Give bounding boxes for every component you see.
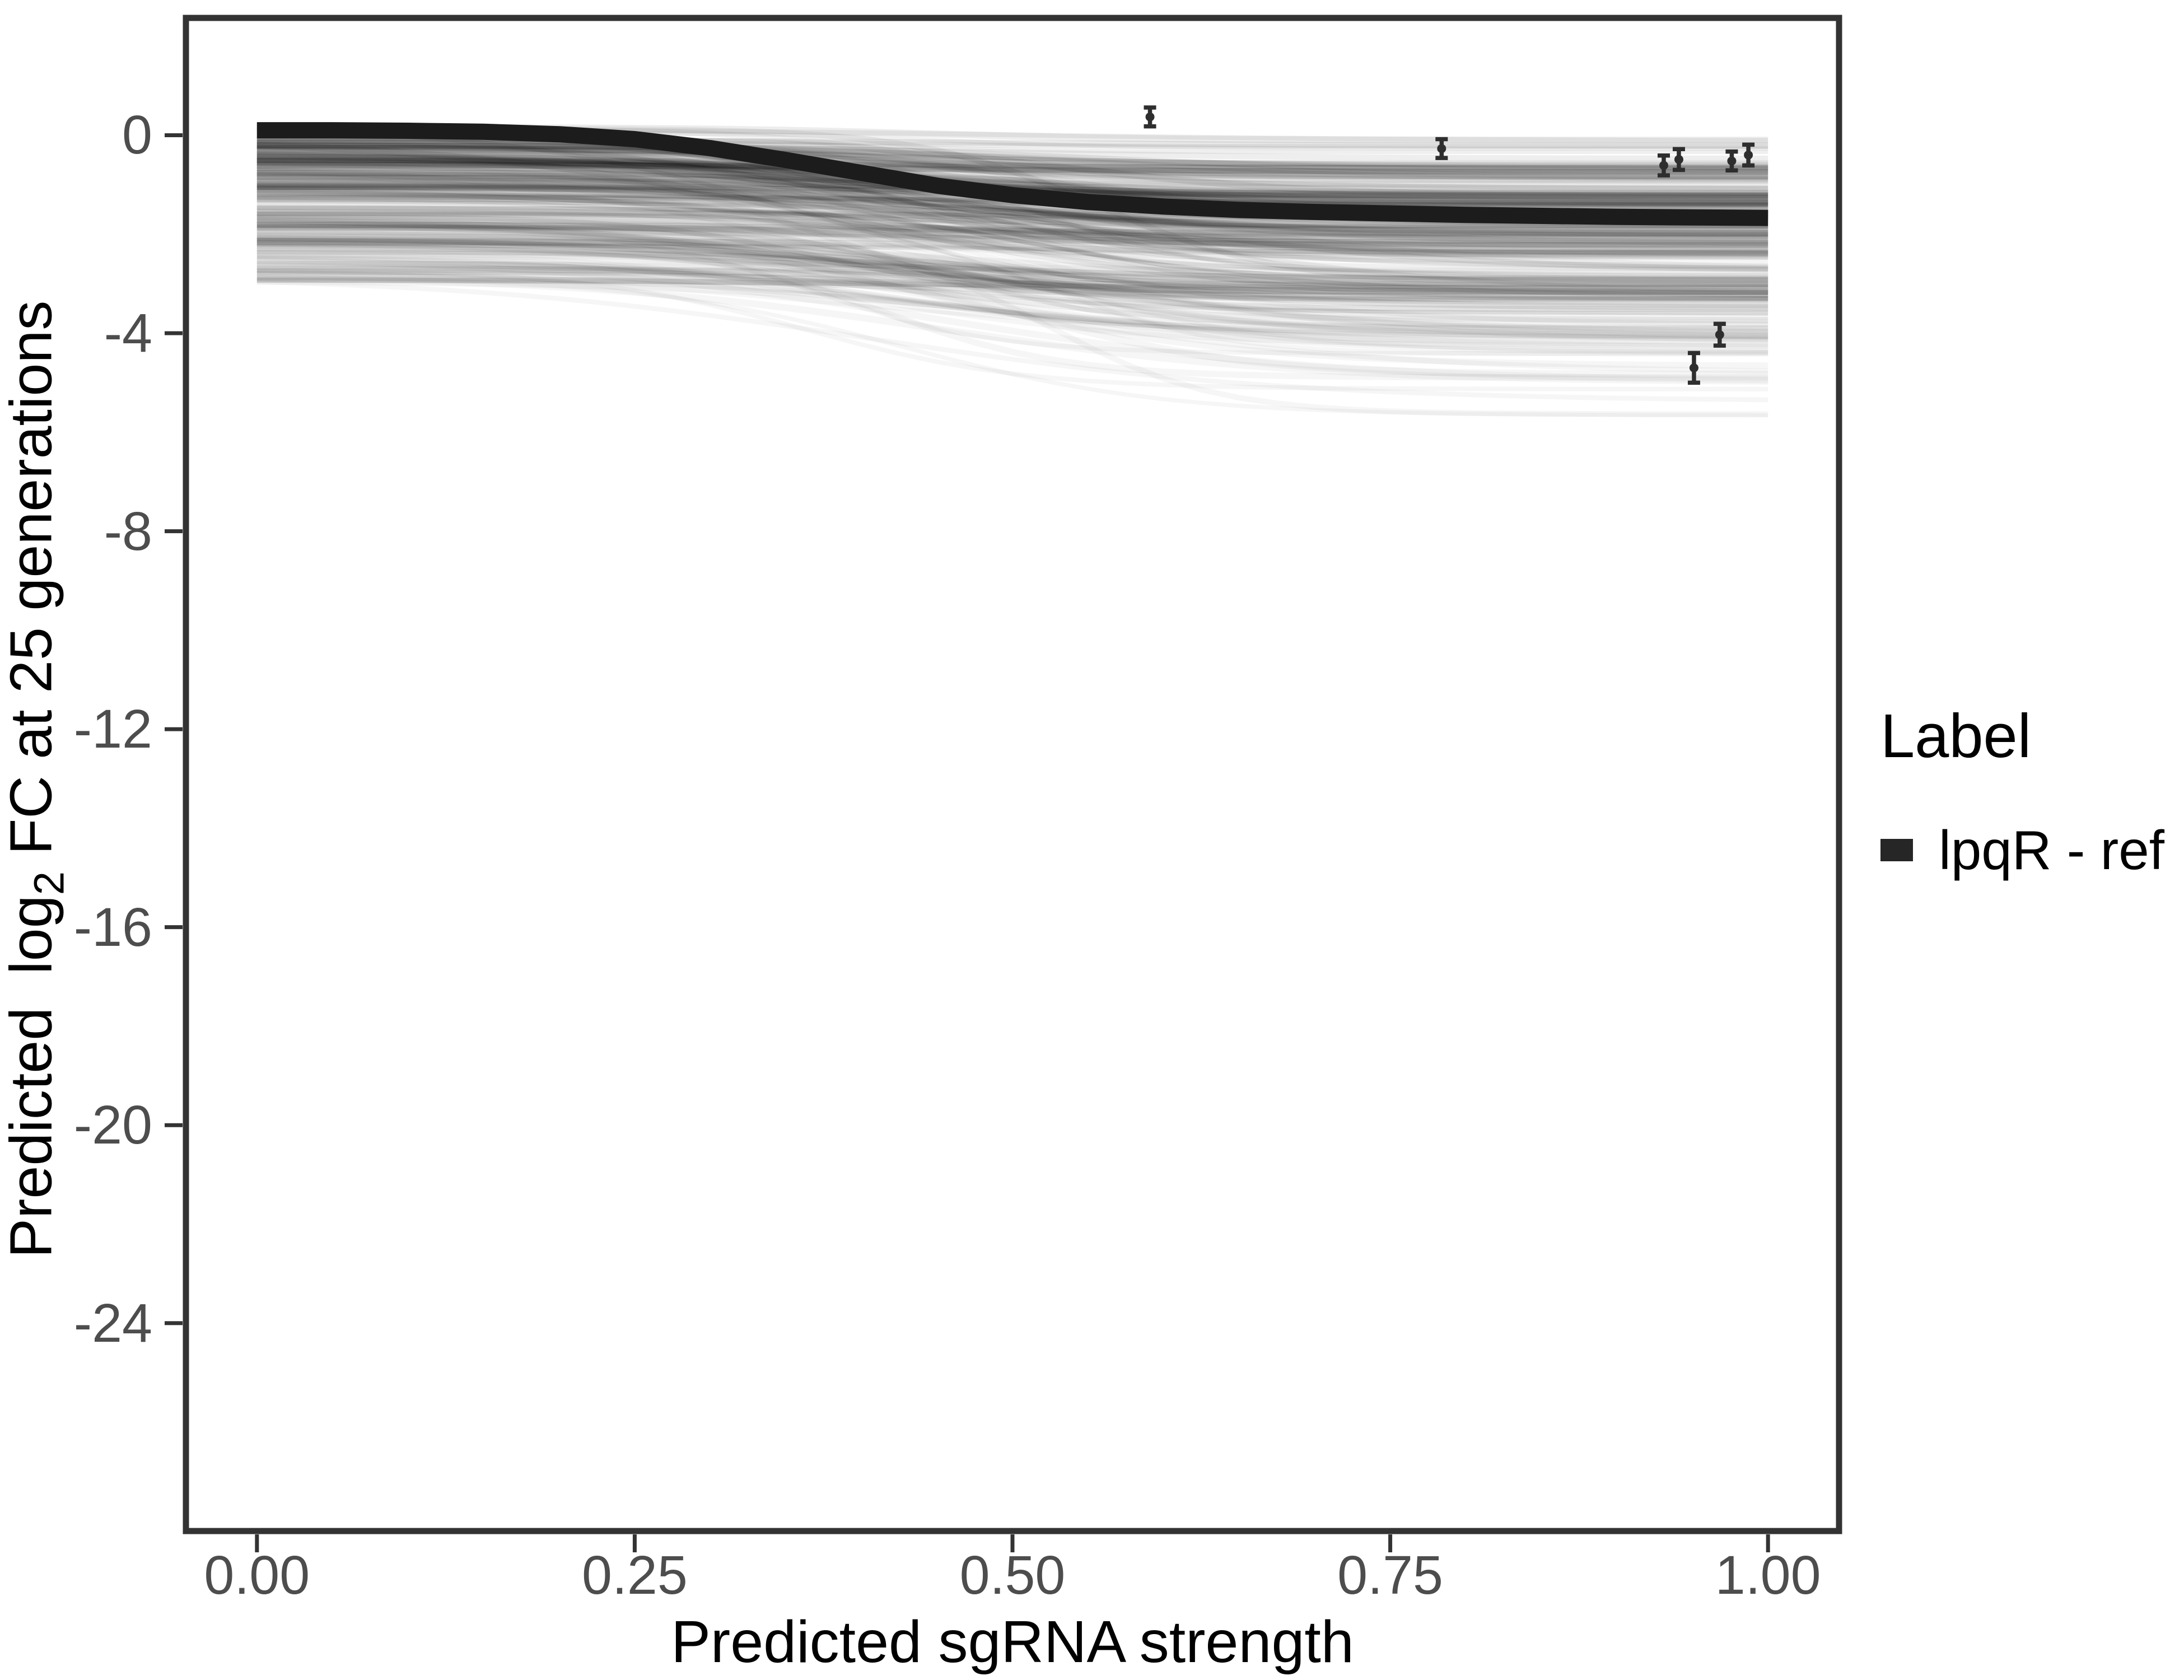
legend-entry: lpqR - ref <box>1880 819 2164 881</box>
x-axis-title: Predicted sgRNA strength <box>671 1609 1354 1675</box>
error-bar-point <box>1435 137 1448 160</box>
legend: Label lpqR - ref <box>1880 703 2164 881</box>
y-tick-label: -8 <box>104 500 152 562</box>
x-tick-label: 0.00 <box>204 1544 310 1606</box>
y-tick-label: -4 <box>104 302 152 364</box>
x-tick-label: 1.00 <box>1715 1544 1821 1606</box>
legend-line-key-swatch <box>1880 839 1913 861</box>
y-axis-title-prefix: Predicted log <box>0 895 64 1258</box>
y-tick-label: -20 <box>73 1094 152 1156</box>
error-bar-point <box>1144 105 1156 129</box>
x-tick-label: 0.25 <box>582 1544 688 1606</box>
y-axis-title: Predicted log2 FC at 25 generations <box>0 136 83 1424</box>
y-axis-title-suffix: FC at 25 generations <box>0 300 64 871</box>
legend-entry-label: lpqR - ref <box>1939 819 2165 881</box>
error-bar-point <box>1725 149 1738 172</box>
error-bar-point <box>1687 351 1700 385</box>
error-bar-point <box>1657 153 1670 178</box>
error-bar-point <box>1742 142 1755 168</box>
y-tick-label: -24 <box>73 1292 152 1354</box>
ensemble-curves <box>256 124 1768 315</box>
y-tick-label: 0 <box>122 104 152 166</box>
x-tick-label: 0.50 <box>959 1544 1066 1606</box>
data-points-with-error-bars <box>1144 105 1755 385</box>
y-tick-label: -16 <box>73 896 152 958</box>
panel-border-and-ticks <box>165 15 1842 1552</box>
x-tick-label: 0.75 <box>1337 1544 1443 1606</box>
legend-title: Label <box>1880 702 2032 771</box>
reference-curve <box>256 122 1768 226</box>
error-bar-point <box>1672 147 1685 172</box>
y-axis-title-subscript: 2 <box>25 871 73 895</box>
y-tick-label: -12 <box>73 698 152 760</box>
error-bar-point <box>1713 321 1726 348</box>
